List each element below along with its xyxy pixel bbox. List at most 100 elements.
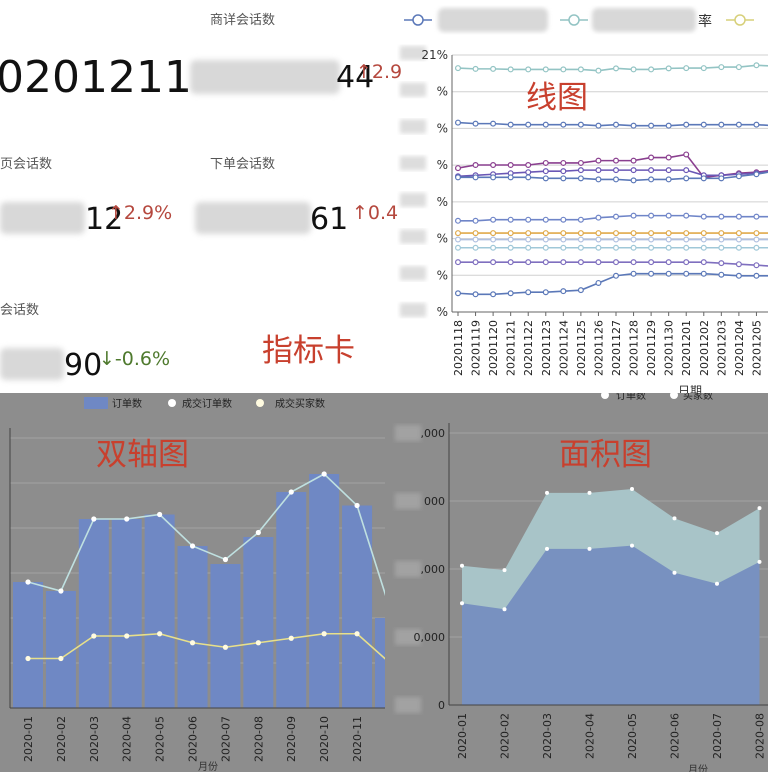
- kpi-value-1: 44: [336, 60, 375, 95]
- line-point: [507, 290, 514, 297]
- line-point: [700, 270, 707, 277]
- dual-line-point: [321, 631, 327, 637]
- dual-x-tick-label: 2020-09: [285, 716, 298, 762]
- line-point: [542, 159, 549, 166]
- line-point: [560, 168, 567, 175]
- dual-bar: [45, 591, 76, 708]
- line-point: [542, 236, 549, 243]
- line-point: [542, 168, 549, 175]
- line-x-tick-label: 20201121: [505, 320, 518, 376]
- dual-x-tick-label: 2020-07: [219, 716, 232, 762]
- area-orders-point: [460, 563, 464, 568]
- line-point: [490, 259, 497, 266]
- dual-bar: [309, 474, 340, 708]
- line-point: [490, 65, 497, 72]
- dual-x-label: 月份: [198, 761, 218, 772]
- line-point: [665, 122, 672, 129]
- dual-line-point: [25, 655, 31, 662]
- line-point: [665, 270, 672, 277]
- legend-marker-buyers: [670, 393, 678, 399]
- dual-x-tick-label: 2020-08: [252, 716, 265, 762]
- line-point: [683, 175, 690, 182]
- line-point: [683, 212, 690, 219]
- line-point: [490, 230, 497, 237]
- dual-x-tick-label: 2020-04: [121, 716, 134, 762]
- line-x-tick-label: 20201126: [592, 320, 605, 376]
- line-point: [613, 157, 620, 164]
- line-point: [648, 270, 655, 277]
- dual-bar: [13, 582, 43, 708]
- line-point: [648, 244, 655, 251]
- line-point: [718, 175, 725, 182]
- line-point: [472, 259, 479, 266]
- line-point: [595, 67, 602, 74]
- legend-blur-2: [592, 8, 696, 32]
- line-point: [525, 121, 532, 128]
- line-point: [560, 288, 567, 295]
- dual-line-point: [288, 489, 294, 495]
- line-point: [595, 167, 602, 174]
- line-point: [613, 167, 620, 174]
- line-point: [630, 66, 637, 73]
- dual-line-point: [354, 631, 360, 637]
- area-orders-point: [587, 490, 592, 495]
- line-point: [595, 122, 602, 129]
- line-point: [525, 174, 532, 181]
- dual-x-tick-label: 2020-03: [88, 716, 101, 762]
- line-series: [454, 62, 768, 298]
- line-point: [683, 151, 690, 158]
- area-orders-point: [715, 531, 719, 536]
- legend-label-deal-orders: 成交订单数: [182, 397, 232, 410]
- line-point: [683, 167, 690, 174]
- line-point: [665, 230, 672, 237]
- line-y-tick-blur: [400, 119, 426, 134]
- blurred-value: [195, 202, 311, 234]
- line-y-tick-blur: [400, 82, 426, 97]
- line-x-tick-label: 20201123: [540, 320, 553, 376]
- dual-line-point: [255, 529, 261, 536]
- area-buyers-point: [672, 570, 677, 575]
- kpi-label-3: 下单会话数: [210, 157, 276, 172]
- line-point: [454, 165, 461, 172]
- line-point: [630, 177, 637, 184]
- line-point: [613, 213, 620, 220]
- line-point: [454, 230, 461, 237]
- line-section-title: 线图: [526, 80, 588, 116]
- line-point: [700, 65, 707, 72]
- dual-x-tick-label: 2020-01: [22, 716, 35, 762]
- line-point: [630, 236, 637, 243]
- area-y-tick-label: 0: [438, 699, 445, 712]
- line-point: [735, 230, 742, 237]
- line-point: [560, 236, 567, 243]
- line-point: [507, 244, 514, 251]
- line-point: [648, 154, 655, 161]
- area-chart: 订单数 买家数 ,000 000 ,000 0,000 0 2020-01 2020-02…: [385, 393, 768, 772]
- dual-bar: [144, 514, 175, 708]
- line-point: [507, 161, 514, 168]
- line-point: [718, 230, 725, 237]
- legend-marker-orders: [601, 393, 609, 399]
- line-y-tick-label: %: [437, 158, 448, 172]
- line-point: [700, 213, 707, 220]
- line-point: [683, 65, 690, 72]
- line-point: [560, 244, 567, 251]
- line-point: [577, 216, 584, 223]
- line-point: [648, 236, 655, 243]
- area-y-tick-label: 000: [424, 495, 445, 508]
- line-point: [525, 66, 532, 73]
- dual-line-path: [28, 632, 391, 664]
- line-y-axis: 21%%%%%%%%: [400, 46, 768, 319]
- line-point: [665, 236, 672, 243]
- line-point: [735, 236, 742, 243]
- line-x-tick-label: 20201201: [680, 320, 693, 376]
- line-point: [595, 279, 602, 286]
- line-point: [648, 212, 655, 219]
- line-x-tick-label: 20201203: [715, 320, 728, 376]
- area-x-axis: 2020-01 2020-02 2020-03 2020-04 2020-05 2020-…: [448, 423, 768, 759]
- line-point: [577, 175, 584, 182]
- line-y-tick-label: %: [437, 268, 448, 282]
- line-point: [525, 161, 532, 168]
- area-y-tick-blur: [395, 561, 421, 577]
- line-point: [648, 259, 655, 266]
- line-point: [595, 176, 602, 183]
